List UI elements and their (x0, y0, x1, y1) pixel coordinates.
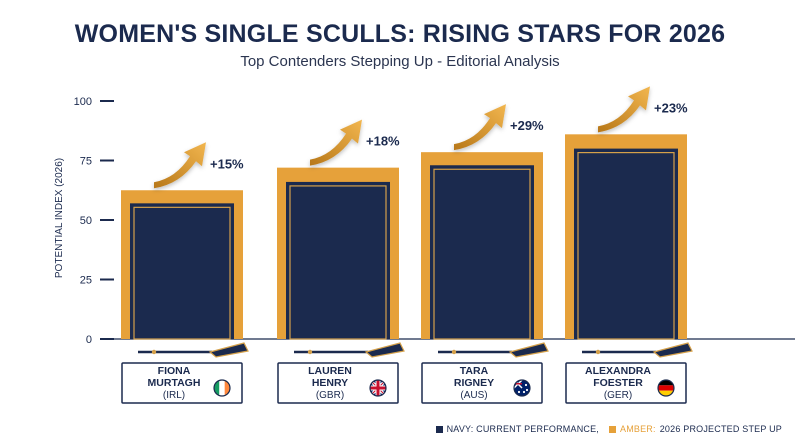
bar-inner-outline (433, 168, 531, 340)
athlete-last-name: FOESTER (593, 377, 643, 389)
bar-inner-outline (133, 206, 231, 340)
ireland-flag-icon (214, 380, 230, 396)
flag-stripe (214, 380, 220, 396)
athlete-card (421, 362, 543, 404)
oar-collar (451, 349, 457, 355)
growth-percent-label: +18% (366, 134, 400, 149)
flag-stripe (658, 385, 674, 391)
growth-arrow-icon (310, 119, 362, 166)
athlete-card (565, 362, 687, 404)
legend: NAVY: CURRENT PERFORMANCE, AMBER: 2026 P… (435, 424, 782, 434)
flag-border (369, 379, 387, 397)
legend-amber-label: 2026 PROJECTED STEP UP (659, 424, 782, 434)
legend-navy-label: NAVY: CURRENT PERFORMANCE, (446, 424, 599, 434)
current-bar (574, 148, 678, 339)
australia-flag-icon (514, 380, 530, 396)
flag-stripe (658, 390, 674, 396)
flag-cross-v-red (376, 380, 380, 396)
athlete-country: (AUS) (460, 390, 487, 401)
flag-star (525, 388, 529, 392)
athlete-first-name: LAUREN (308, 365, 352, 377)
chart-subtitle: Top Contenders Stepping Up - Editorial A… (240, 53, 560, 70)
athlete-last-name: MURTAGH (148, 377, 201, 389)
current-bar (430, 165, 534, 339)
y-tick-label: 25 (80, 275, 92, 287)
y-tick-label: 75 (80, 156, 92, 168)
athlete-first-name: FIONA (158, 365, 191, 377)
athlete-first-name: ALEXANDRA (585, 365, 651, 377)
flag-border (513, 379, 531, 397)
athlete-country: (GER) (604, 390, 632, 401)
oar-collar (151, 349, 157, 355)
growth-percent-label: +23% (654, 100, 688, 115)
athlete-country: (IRL) (163, 390, 185, 401)
athlete-card (121, 362, 243, 404)
germany-flag-icon (658, 380, 674, 396)
bar-inner-outline (289, 185, 387, 340)
flag-stripe (224, 380, 230, 396)
athlete-last-name: RIGNEY (454, 377, 494, 389)
legend-navy-swatch (435, 425, 443, 433)
athlete-card (277, 362, 399, 404)
flag-star (517, 390, 521, 394)
flag-star (522, 390, 526, 394)
flag-stripe (658, 380, 674, 386)
growth-arrow-icon (598, 86, 650, 133)
current-bar (130, 203, 234, 339)
flag-border (213, 379, 231, 397)
oar-collar (595, 349, 601, 355)
oar-collar (307, 349, 313, 355)
athlete-last-name: HENRY (312, 377, 348, 389)
athlete-first-name: TARA (460, 365, 489, 377)
legend-amber-swatch (609, 425, 616, 433)
growth-arrow-icon (154, 142, 206, 189)
flag-canton-red (514, 383, 522, 385)
flag-stripe (219, 380, 225, 396)
oar-blade-icon (208, 342, 249, 358)
y-axis-label: POTENTIAL INDEX (2026) (54, 158, 65, 278)
growth-arrow-icon (454, 104, 506, 151)
chart-title: WOMEN'S SINGLE SCULLS: RISING STARS FOR … (74, 20, 726, 48)
flag-star (524, 383, 528, 387)
oar-blade-icon (364, 342, 405, 358)
oar-blade-icon (508, 342, 549, 358)
y-tick-label: 0 (86, 334, 92, 346)
y-tick-label: 50 (80, 215, 92, 227)
flag-border (657, 379, 675, 397)
current-bar (286, 181, 390, 339)
growth-percent-label: +15% (210, 156, 244, 171)
legend-amber-prefix: AMBER: (620, 424, 656, 434)
oar-blade-icon (652, 342, 693, 358)
athlete-country: (GBR) (316, 390, 344, 401)
bar-inner-outline (577, 152, 675, 340)
y-tick-label: 100 (74, 96, 92, 108)
growth-percent-label: +29% (510, 118, 544, 133)
